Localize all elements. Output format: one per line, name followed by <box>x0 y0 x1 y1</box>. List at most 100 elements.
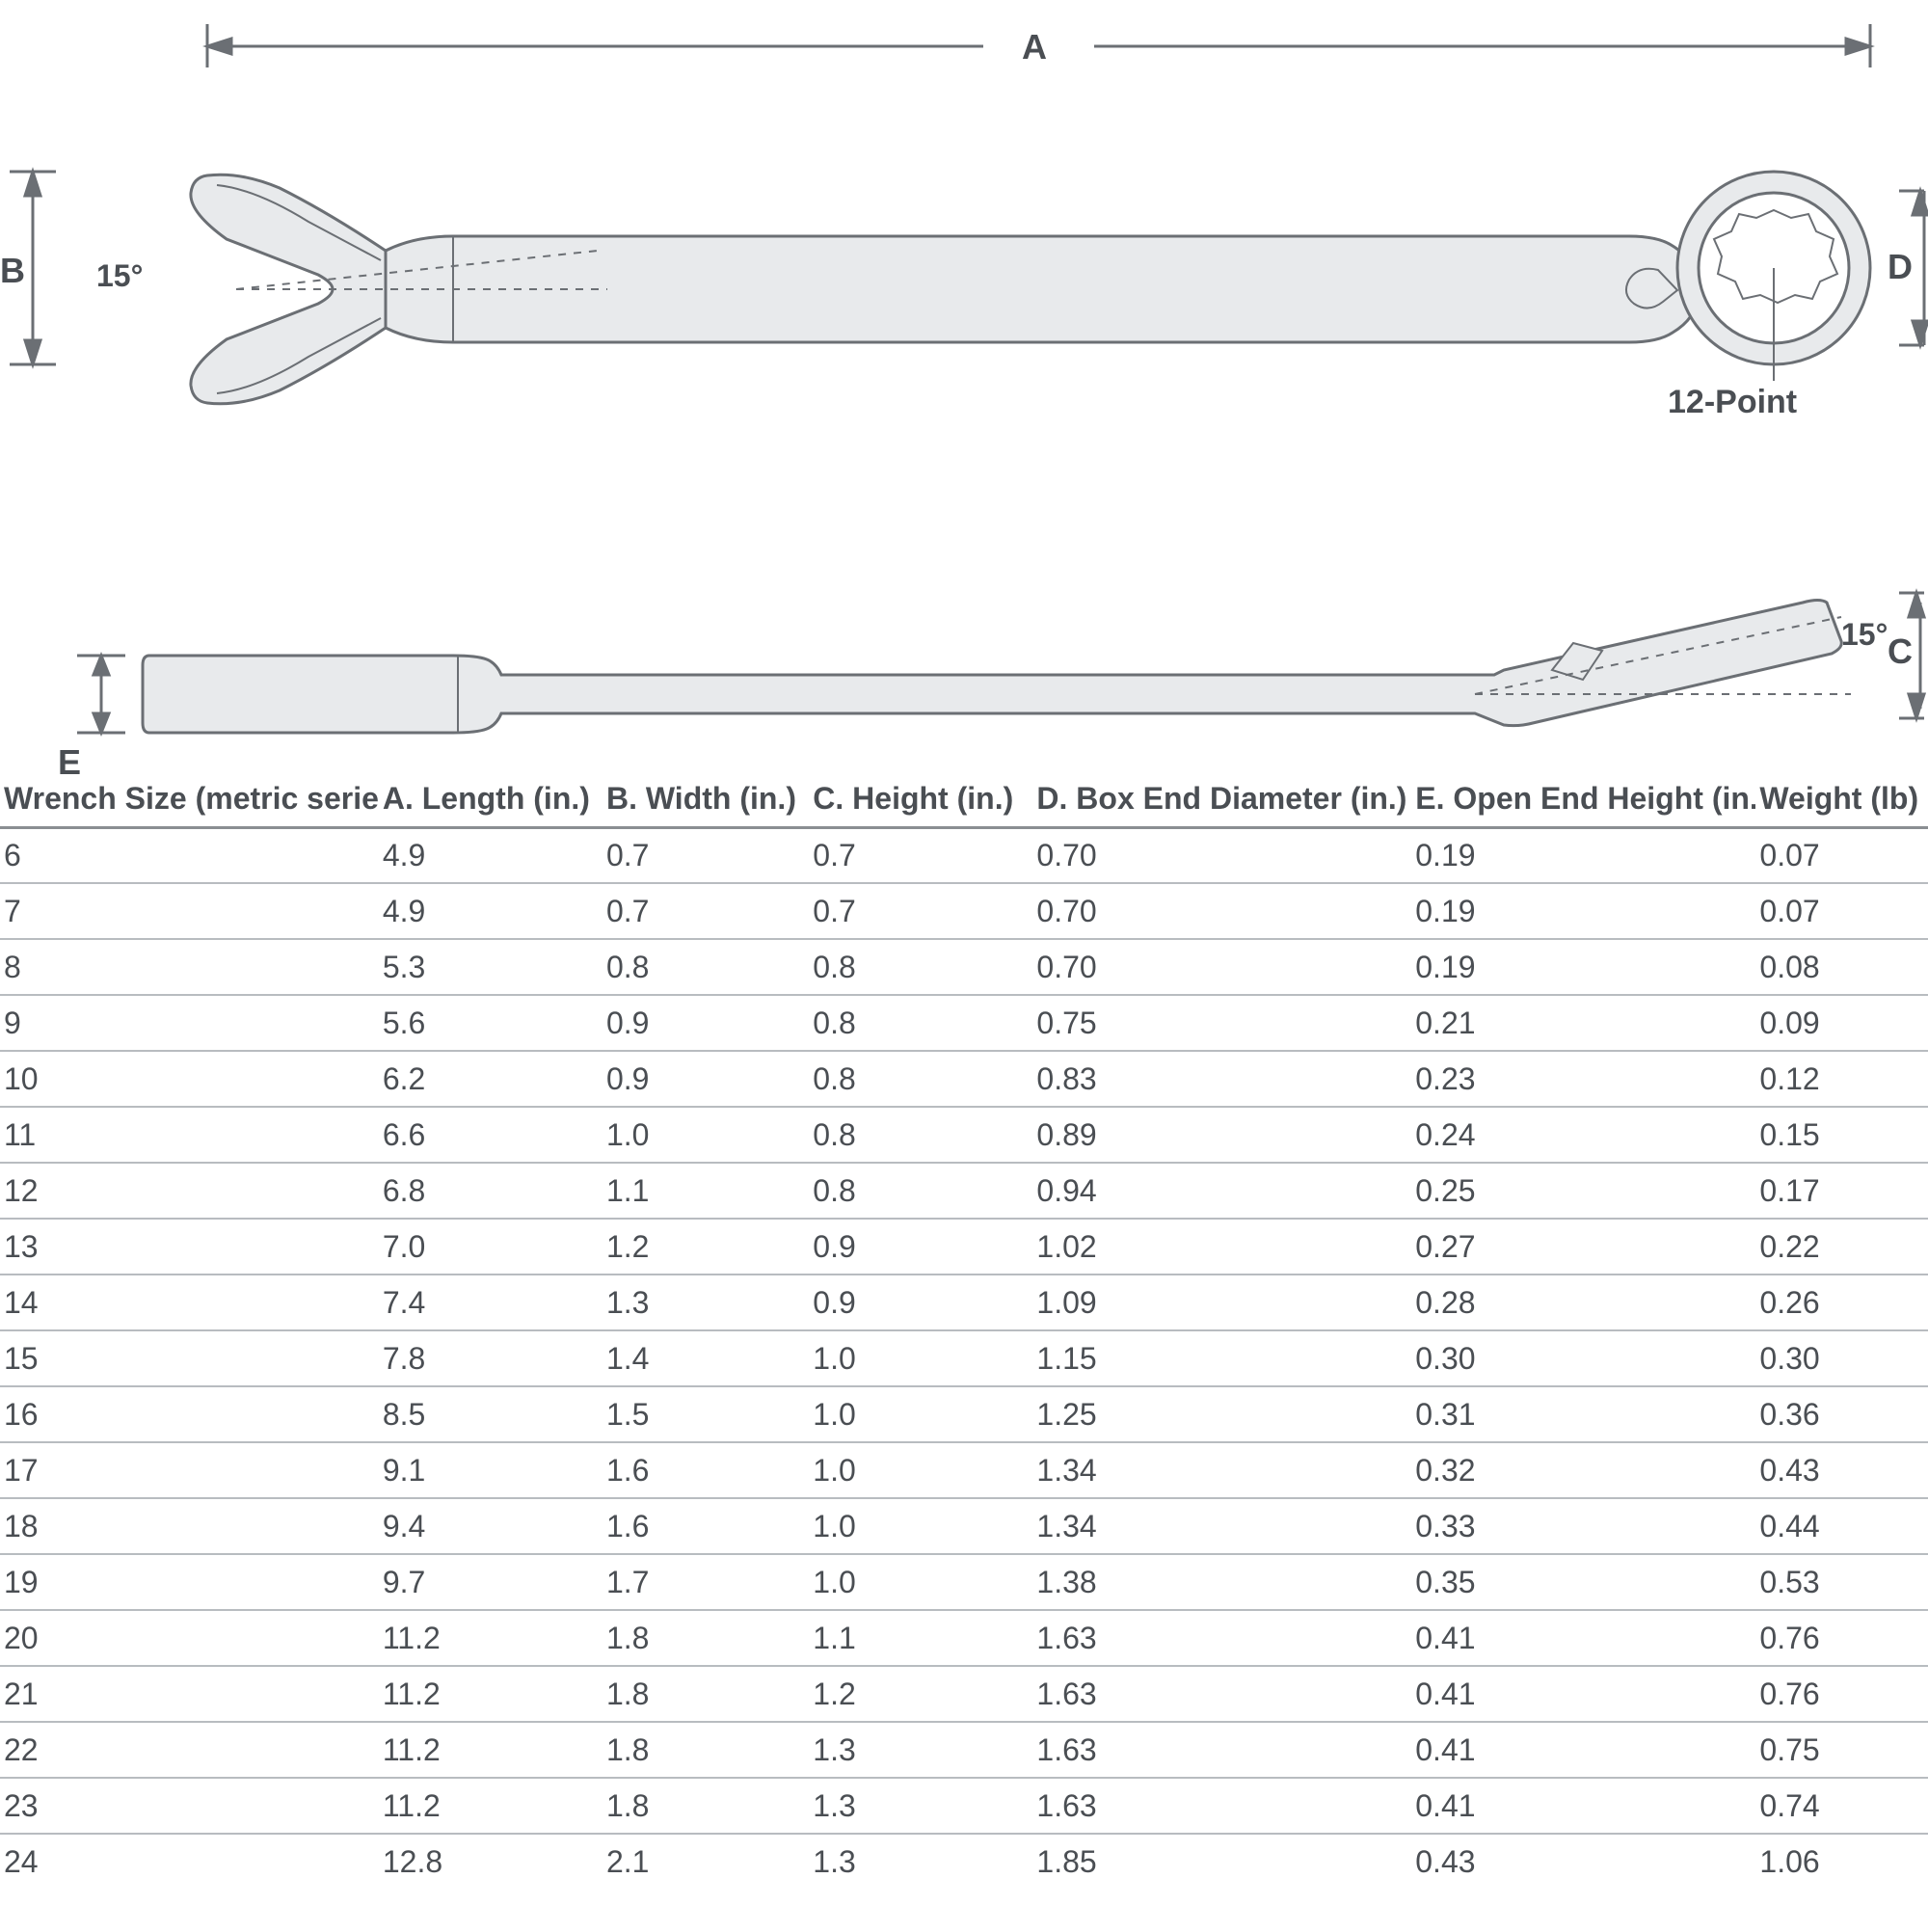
table-cell: 0.08 <box>1755 939 1928 995</box>
wrench-diagram: A B C D E 15° 15° 12-Point <box>0 0 1928 771</box>
table-cell: 0.76 <box>1755 1610 1928 1666</box>
table-cell: 0.33 <box>1411 1498 1755 1554</box>
table-cell: 0.9 <box>602 995 809 1051</box>
table-cell: 11 <box>0 1107 379 1163</box>
table-row: 199.71.71.01.380.350.53 <box>0 1554 1928 1610</box>
table-cell: 0.25 <box>1411 1163 1755 1219</box>
table-cell: 1.1 <box>602 1163 809 1219</box>
table-cell: 0.41 <box>1411 1722 1755 1778</box>
table-cell: 17 <box>0 1442 379 1498</box>
table-cell: 0.30 <box>1411 1330 1755 1386</box>
table-row: 179.11.61.01.340.320.43 <box>0 1442 1928 1498</box>
table-header-row: Wrench Size (metric series) A. Length (i… <box>0 771 1928 827</box>
table-cell: 1.1 <box>809 1610 1032 1666</box>
table-cell: 1.0 <box>809 1498 1032 1554</box>
table-cell: 1.38 <box>1032 1554 1411 1610</box>
table-cell: 0.70 <box>1032 827 1411 883</box>
table-row: 157.81.41.01.150.300.30 <box>0 1330 1928 1386</box>
table-cell: 0.70 <box>1032 939 1411 995</box>
table-row: 106.20.90.80.830.230.12 <box>0 1051 1928 1107</box>
table-cell: 1.8 <box>602 1722 809 1778</box>
table-cell: 21 <box>0 1666 379 1722</box>
table-cell: 0.15 <box>1755 1107 1928 1163</box>
table-cell: 0.24 <box>1411 1107 1755 1163</box>
table-cell: 0.17 <box>1755 1163 1928 1219</box>
table-cell: 0.41 <box>1411 1778 1755 1834</box>
table-cell: 0.41 <box>1411 1666 1755 1722</box>
spec-table: Wrench Size (metric series) A. Length (i… <box>0 771 1928 1890</box>
angle-side-label: 15° <box>1841 617 1888 653</box>
table-cell: 0.12 <box>1755 1051 1928 1107</box>
table-cell: 5.3 <box>379 939 602 995</box>
table-cell: 1.8 <box>602 1666 809 1722</box>
col-header: C. Height (in.) <box>809 771 1032 827</box>
table-cell: 0.44 <box>1755 1498 1928 1554</box>
table-cell: 1.7 <box>602 1554 809 1610</box>
table-cell: 1.2 <box>809 1666 1032 1722</box>
table-cell: 1.25 <box>1032 1386 1411 1442</box>
table-cell: 0.09 <box>1755 995 1928 1051</box>
table-cell: 1.2 <box>602 1219 809 1275</box>
table-row: 2011.21.81.11.630.410.76 <box>0 1610 1928 1666</box>
col-header: Wrench Size (metric series) <box>0 771 379 827</box>
table-cell: 0.8 <box>809 995 1032 1051</box>
col-header: D. Box End Diameter (in.) <box>1032 771 1411 827</box>
table-cell: 0.43 <box>1755 1442 1928 1498</box>
table-row: 74.90.70.70.700.190.07 <box>0 883 1928 939</box>
table-cell: 1.63 <box>1032 1610 1411 1666</box>
table-cell: 1.63 <box>1032 1778 1411 1834</box>
table-cell: 1.0 <box>809 1442 1032 1498</box>
table-row: 2311.21.81.31.630.410.74 <box>0 1778 1928 1834</box>
table-cell: 0.8 <box>602 939 809 995</box>
dim-label-d: D <box>1888 247 1913 287</box>
table-cell: 0.23 <box>1411 1051 1755 1107</box>
table-cell: 1.63 <box>1032 1722 1411 1778</box>
table-cell: 8 <box>0 939 379 995</box>
table-cell: 1.6 <box>602 1442 809 1498</box>
table-cell: 0.35 <box>1411 1554 1755 1610</box>
table-cell: 0.8 <box>809 1107 1032 1163</box>
col-header: E. Open End Height (in.) <box>1411 771 1755 827</box>
table-cell: 8.5 <box>379 1386 602 1442</box>
table-cell: 11.2 <box>379 1722 602 1778</box>
table-cell: 20 <box>0 1610 379 1666</box>
table-cell: 1.34 <box>1032 1498 1411 1554</box>
wrench-svg <box>0 0 1928 771</box>
table-cell: 9 <box>0 995 379 1051</box>
dim-label-b: B <box>0 251 25 291</box>
table-cell: 0.30 <box>1755 1330 1928 1386</box>
table-cell: 6 <box>0 827 379 883</box>
table-cell: 1.6 <box>602 1498 809 1554</box>
table-cell: 0.75 <box>1755 1722 1928 1778</box>
table-cell: 0.7 <box>809 827 1032 883</box>
angle-open-label: 15° <box>96 258 143 294</box>
table-cell: 0.41 <box>1411 1610 1755 1666</box>
table-cell: 0.53 <box>1755 1554 1928 1610</box>
table-row: 116.61.00.80.890.240.15 <box>0 1107 1928 1163</box>
table-row: 64.90.70.70.700.190.07 <box>0 827 1928 883</box>
col-header: B. Width (in.) <box>602 771 809 827</box>
table-cell: 24 <box>0 1834 379 1890</box>
table-cell: 0.27 <box>1411 1219 1755 1275</box>
table-cell: 0.9 <box>809 1275 1032 1330</box>
table-cell: 0.8 <box>809 939 1032 995</box>
table-cell: 0.75 <box>1032 995 1411 1051</box>
table-cell: 19 <box>0 1554 379 1610</box>
table-cell: 0.19 <box>1411 827 1755 883</box>
table-cell: 0.7 <box>809 883 1032 939</box>
dim-label-a: A <box>1022 27 1047 67</box>
table-cell: 0.76 <box>1755 1666 1928 1722</box>
table-cell: 0.07 <box>1755 883 1928 939</box>
table-cell: 11.2 <box>379 1666 602 1722</box>
table-row: 168.51.51.01.250.310.36 <box>0 1386 1928 1442</box>
table-cell: 11.2 <box>379 1778 602 1834</box>
table-cell: 7 <box>0 883 379 939</box>
table-cell: 4.9 <box>379 827 602 883</box>
table-cell: 1.8 <box>602 1610 809 1666</box>
table-cell: 1.0 <box>809 1554 1032 1610</box>
table-cell: 1.09 <box>1032 1275 1411 1330</box>
table-cell: 0.7 <box>602 883 809 939</box>
table-cell: 6.6 <box>379 1107 602 1163</box>
table-row: 189.41.61.01.340.330.44 <box>0 1498 1928 1554</box>
table-cell: 22 <box>0 1722 379 1778</box>
